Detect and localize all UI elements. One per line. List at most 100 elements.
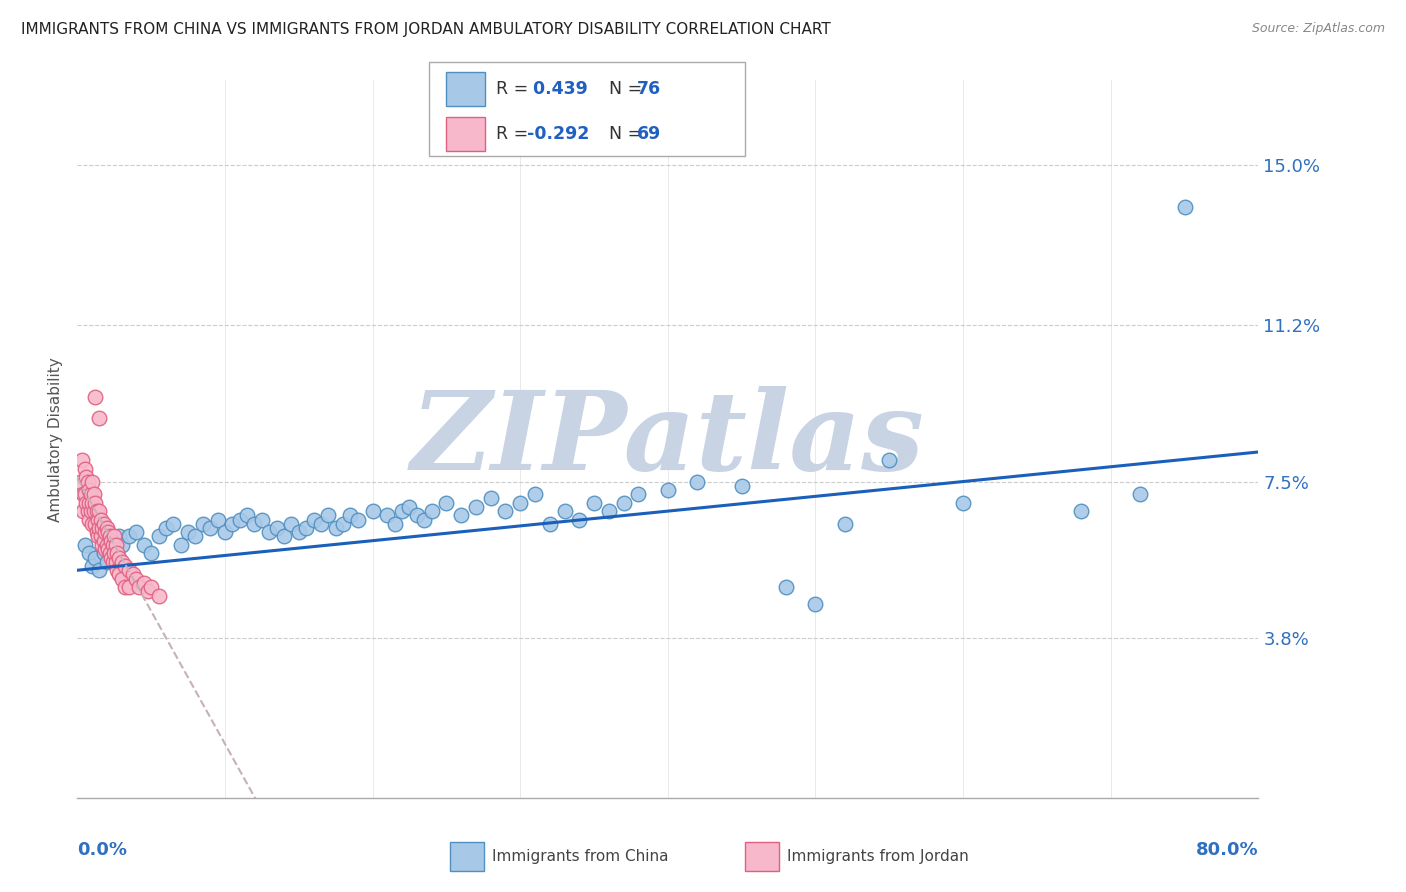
Point bbox=[266, 521, 288, 535]
Text: R =: R = bbox=[496, 125, 534, 143]
Point bbox=[105, 563, 128, 577]
Point bbox=[288, 525, 311, 540]
Point bbox=[952, 496, 974, 510]
Point bbox=[84, 516, 107, 531]
Point bbox=[103, 529, 125, 543]
Point bbox=[75, 470, 97, 484]
Point bbox=[280, 516, 302, 531]
Point bbox=[104, 538, 127, 552]
Point bbox=[97, 542, 120, 557]
Text: IMMIGRANTS FROM CHINA VS IMMIGRANTS FROM JORDAN AMBULATORY DISABILITY CORRELATIO: IMMIGRANTS FROM CHINA VS IMMIGRANTS FROM… bbox=[21, 22, 831, 37]
Point bbox=[118, 580, 141, 594]
Point bbox=[89, 411, 111, 425]
Point bbox=[273, 529, 295, 543]
Point bbox=[91, 521, 114, 535]
Point bbox=[155, 521, 177, 535]
Point bbox=[295, 521, 318, 535]
Point bbox=[1070, 504, 1092, 518]
Point bbox=[118, 563, 141, 577]
Point bbox=[221, 516, 243, 531]
Text: -0.292: -0.292 bbox=[527, 125, 589, 143]
Point bbox=[141, 546, 163, 560]
Point bbox=[105, 546, 128, 560]
Point bbox=[100, 550, 122, 565]
Point bbox=[122, 567, 145, 582]
Point bbox=[89, 563, 111, 577]
Text: 80.0%: 80.0% bbox=[1195, 841, 1258, 859]
Point bbox=[775, 580, 797, 594]
Text: N =: N = bbox=[598, 125, 647, 143]
Point bbox=[77, 483, 100, 497]
Point bbox=[420, 504, 443, 518]
Point bbox=[125, 525, 148, 540]
Text: 0.439: 0.439 bbox=[527, 80, 588, 98]
Text: ZIPatlas: ZIPatlas bbox=[411, 385, 925, 493]
Point bbox=[96, 555, 118, 569]
Point bbox=[538, 516, 561, 531]
Text: Immigrants from China: Immigrants from China bbox=[492, 849, 669, 863]
Point bbox=[72, 504, 94, 518]
Point bbox=[103, 546, 125, 560]
Point bbox=[346, 512, 368, 526]
Point bbox=[82, 516, 104, 531]
Point bbox=[731, 479, 754, 493]
Point bbox=[73, 462, 96, 476]
Point bbox=[554, 504, 576, 518]
Point bbox=[436, 496, 458, 510]
Point bbox=[413, 512, 436, 526]
Point bbox=[228, 512, 252, 526]
Point bbox=[318, 508, 340, 523]
Point bbox=[84, 550, 107, 565]
Point bbox=[398, 500, 420, 514]
Point bbox=[613, 496, 636, 510]
Point bbox=[111, 555, 132, 569]
Point bbox=[509, 496, 531, 510]
Point bbox=[94, 542, 117, 557]
Point bbox=[361, 504, 384, 518]
Point bbox=[236, 508, 259, 523]
Point bbox=[1129, 487, 1152, 501]
Point bbox=[250, 512, 273, 526]
Point bbox=[214, 525, 236, 540]
Point bbox=[98, 546, 121, 560]
Point bbox=[94, 525, 117, 540]
Point bbox=[87, 529, 110, 543]
Point bbox=[114, 559, 136, 574]
Point bbox=[107, 529, 129, 543]
Point bbox=[177, 525, 200, 540]
Point bbox=[111, 572, 132, 586]
Text: N =: N = bbox=[598, 80, 647, 98]
Point bbox=[568, 512, 591, 526]
Point bbox=[103, 546, 125, 560]
Point bbox=[90, 512, 112, 526]
Text: R =: R = bbox=[496, 80, 534, 98]
Point bbox=[170, 538, 193, 552]
Point bbox=[83, 487, 105, 501]
Point bbox=[86, 525, 108, 540]
Point bbox=[879, 453, 901, 467]
Point bbox=[191, 516, 214, 531]
Point bbox=[686, 475, 709, 489]
Point bbox=[72, 487, 94, 501]
Point bbox=[79, 487, 101, 501]
Point bbox=[309, 516, 332, 531]
Point bbox=[302, 512, 325, 526]
Point bbox=[495, 504, 517, 518]
Point bbox=[136, 584, 159, 599]
Point bbox=[339, 508, 361, 523]
Point bbox=[101, 538, 124, 552]
Point bbox=[804, 597, 827, 611]
Point bbox=[77, 546, 100, 560]
Point bbox=[377, 508, 399, 523]
Point bbox=[83, 504, 105, 518]
Point bbox=[325, 521, 347, 535]
Point bbox=[128, 580, 150, 594]
Point bbox=[96, 538, 118, 552]
Point bbox=[73, 538, 96, 552]
Point bbox=[70, 453, 93, 467]
Point bbox=[259, 525, 281, 540]
Point bbox=[90, 529, 112, 543]
Point bbox=[132, 576, 155, 591]
Point bbox=[627, 487, 650, 501]
Point bbox=[200, 521, 222, 535]
